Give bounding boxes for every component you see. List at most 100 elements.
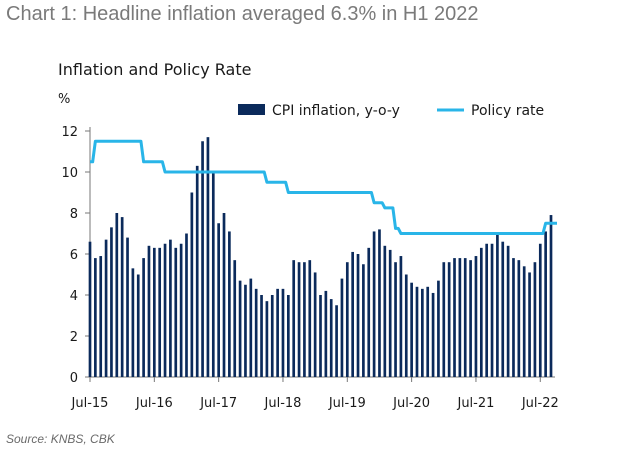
cpi-bar (244, 284, 247, 377)
cpi-bar (474, 256, 478, 377)
cpi-bar (501, 241, 505, 377)
y-axis-unit: % (58, 92, 70, 107)
source-note: Source: KNBS, CBK (6, 432, 115, 446)
cpi-bar (490, 243, 494, 377)
cpi-bar (506, 245, 510, 377)
cpi-bar (463, 258, 467, 377)
cpi-bar (276, 288, 279, 377)
cpi-bar (528, 272, 531, 377)
cpi-bar (394, 262, 397, 377)
cpi-bar (522, 266, 526, 377)
cpi-bar (356, 254, 360, 377)
y-tick-label: 12 (61, 125, 78, 140)
cpi-bar (404, 274, 408, 377)
cpi-bar (131, 268, 135, 377)
cpi-bar (238, 280, 242, 377)
cpi-bar (142, 258, 145, 377)
policy-rate-line (90, 139, 558, 235)
cpi-bar (378, 229, 381, 377)
chart-legend: CPI inflation, y-o-y Policy rate (238, 103, 544, 119)
cpi-bar (104, 239, 108, 377)
cpi-bar (190, 192, 194, 377)
cpi-bar (303, 262, 306, 377)
cpi-bar (110, 227, 113, 377)
x-tick-label: Jul-17 (199, 396, 237, 411)
cpi-bar (163, 243, 167, 377)
cpi-bar (233, 260, 237, 377)
cpi-bar (340, 278, 344, 377)
cpi-bar (136, 274, 140, 377)
cpi-bar (195, 165, 199, 377)
cpi-bar (169, 239, 172, 377)
cpi-bar (329, 299, 333, 377)
cpi-bar (533, 262, 537, 377)
cpi-bar (313, 272, 317, 377)
legend-label-cpi: CPI inflation, y-o-y (272, 103, 400, 119)
chart-title: Inflation and Policy Rate (58, 60, 252, 79)
cpi-bar (458, 258, 462, 377)
cpi-bar (367, 247, 371, 377)
cpi-bar (362, 264, 365, 377)
cpi-bar (254, 288, 258, 377)
cpi-bar (185, 233, 188, 377)
legend-swatch-cpi (238, 104, 265, 115)
cpi-bar (270, 295, 274, 377)
cpi-bar (158, 247, 162, 377)
cpi-bar (442, 262, 446, 377)
chart-heading: Chart 1: Headline inflation averaged 6.3… (6, 3, 479, 25)
cpi-bar (217, 223, 220, 377)
cpi-bar (399, 256, 403, 377)
x-tick-label: Jul-22 (521, 396, 559, 411)
cpi-bar (94, 258, 97, 377)
cpi-bar (485, 243, 489, 377)
cpi-bar (179, 243, 183, 377)
cpi-bar (152, 247, 156, 377)
y-tick-label: 0 (70, 371, 78, 386)
cpi-bar (292, 260, 296, 377)
y-tick-label: 8 (70, 207, 78, 222)
cpi-bar (469, 260, 472, 377)
cpi-bar (437, 280, 440, 377)
cpi-bar (538, 243, 542, 377)
cpi-bar (115, 213, 119, 377)
cpi-bar (319, 295, 322, 377)
cpi-bar (372, 231, 376, 377)
cpi-bar (228, 231, 231, 377)
cpi-bar (517, 260, 521, 377)
x-tick-label: Jul-15 (71, 396, 109, 411)
cpi-bar (206, 137, 210, 377)
cpi-bar (447, 262, 451, 377)
cpi-bar (351, 251, 355, 377)
cpi-bar (249, 278, 253, 377)
chart-canvas: % 0 2 4 6 8 10 12 Jul-15 Jul-16 Jul-17 Jul-18 Jul-19… (58, 92, 559, 411)
cpi-bar (308, 260, 312, 377)
cpi-bar (421, 288, 424, 377)
cpi-bar (479, 247, 483, 377)
cpi-bar (549, 215, 553, 377)
cpi-bar (426, 286, 430, 377)
legend-label-policy: Policy rate (471, 103, 544, 119)
cpi-bar (174, 247, 178, 377)
y-tick-label: 2 (70, 330, 78, 345)
x-tick-label: Jul-18 (264, 396, 302, 411)
y-tick-label: 6 (70, 248, 78, 263)
x-tick-label: Jul-19 (328, 396, 366, 411)
cpi-bar (265, 301, 269, 377)
cpi-bar (286, 295, 290, 377)
cpi-bars (88, 137, 553, 377)
cpi-bar (415, 286, 419, 377)
cpi-bar (211, 172, 215, 377)
cpi-bar (383, 245, 387, 377)
cpi-bar (512, 258, 515, 377)
cpi-bar (297, 262, 301, 377)
y-tick-label: 10 (61, 166, 78, 181)
cpi-bar (99, 256, 103, 377)
cpi-bar (147, 245, 151, 377)
policy-rate-line-group (90, 139, 558, 235)
x-tick-label: Jul-20 (392, 396, 430, 411)
cpi-bar (544, 231, 547, 377)
cpi-bar (281, 288, 285, 377)
cpi-bar (410, 282, 413, 377)
cpi-bar (260, 295, 263, 377)
x-tick-label: Jul-16 (135, 396, 173, 411)
